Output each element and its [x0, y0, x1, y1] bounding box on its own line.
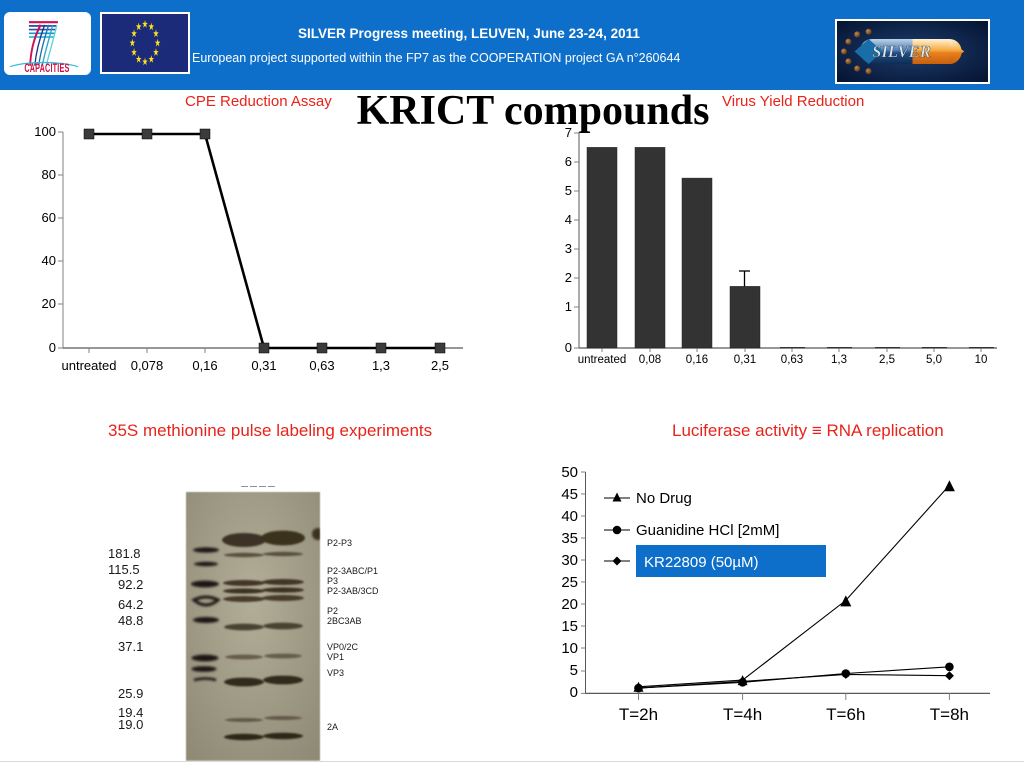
svg-text:0,31: 0,31	[734, 354, 756, 366]
svg-text:5: 5	[565, 183, 572, 198]
svg-text:0,16: 0,16	[192, 358, 217, 373]
svg-text:10: 10	[561, 640, 578, 657]
svg-text:15: 15	[561, 618, 578, 635]
svg-text:No Drug: No Drug	[636, 490, 692, 507]
svg-text:T=2h: T=2h	[619, 705, 658, 720]
svg-text:T=4h: T=4h	[723, 705, 762, 720]
svg-text:0,08: 0,08	[639, 354, 661, 366]
svg-text:0: 0	[570, 684, 578, 701]
svg-text:T=8h: T=8h	[930, 705, 969, 720]
svg-text:T=6h: T=6h	[826, 705, 865, 720]
svg-text:untreated: untreated	[578, 354, 627, 366]
svg-text:0,31: 0,31	[251, 358, 276, 373]
svg-text:1: 1	[565, 299, 572, 314]
svg-text:3: 3	[565, 241, 572, 256]
svg-text:2,5: 2,5	[431, 358, 449, 373]
svg-text:40: 40	[42, 253, 56, 268]
svg-text:20: 20	[42, 296, 56, 311]
svg-text:25: 25	[561, 574, 578, 591]
svg-text:40: 40	[561, 508, 578, 525]
svg-text:4: 4	[565, 212, 572, 227]
svg-text:0,63: 0,63	[309, 358, 334, 373]
svg-text:untreated: untreated	[62, 358, 117, 373]
svg-text:0: 0	[565, 340, 572, 355]
svg-text:CAPACITIES: CAPACITIES	[24, 63, 69, 75]
svg-text:100: 100	[34, 124, 56, 139]
svg-text:0: 0	[49, 340, 56, 355]
svg-text:20: 20	[561, 596, 578, 613]
svg-text:1,3: 1,3	[372, 358, 390, 373]
svg-text:0,63: 0,63	[781, 354, 803, 366]
svg-text:2,5: 2,5	[879, 354, 895, 366]
svg-text:5: 5	[570, 662, 578, 679]
svg-text:50: 50	[561, 464, 578, 481]
svg-text:6: 6	[565, 154, 572, 169]
svg-text:35: 35	[561, 530, 578, 547]
svg-text:0,16: 0,16	[686, 354, 708, 366]
svg-text:SILVER: SILVER	[872, 42, 931, 61]
svg-text:0,078: 0,078	[131, 358, 164, 373]
svg-text:Guanidine HCl [2mM]: Guanidine HCl [2mM]	[636, 522, 779, 539]
svg-text:7: 7	[565, 125, 572, 140]
svg-text:80: 80	[42, 167, 56, 182]
svg-text:10: 10	[975, 354, 988, 366]
svg-text:60: 60	[42, 210, 56, 225]
svg-text:KR22809 (50µM): KR22809 (50µM)	[644, 554, 759, 571]
svg-text:5,0: 5,0	[926, 354, 942, 366]
svg-text:2: 2	[565, 270, 572, 285]
svg-text:45: 45	[561, 486, 578, 503]
svg-text:30: 30	[561, 552, 578, 569]
svg-text:1,3: 1,3	[831, 354, 847, 366]
